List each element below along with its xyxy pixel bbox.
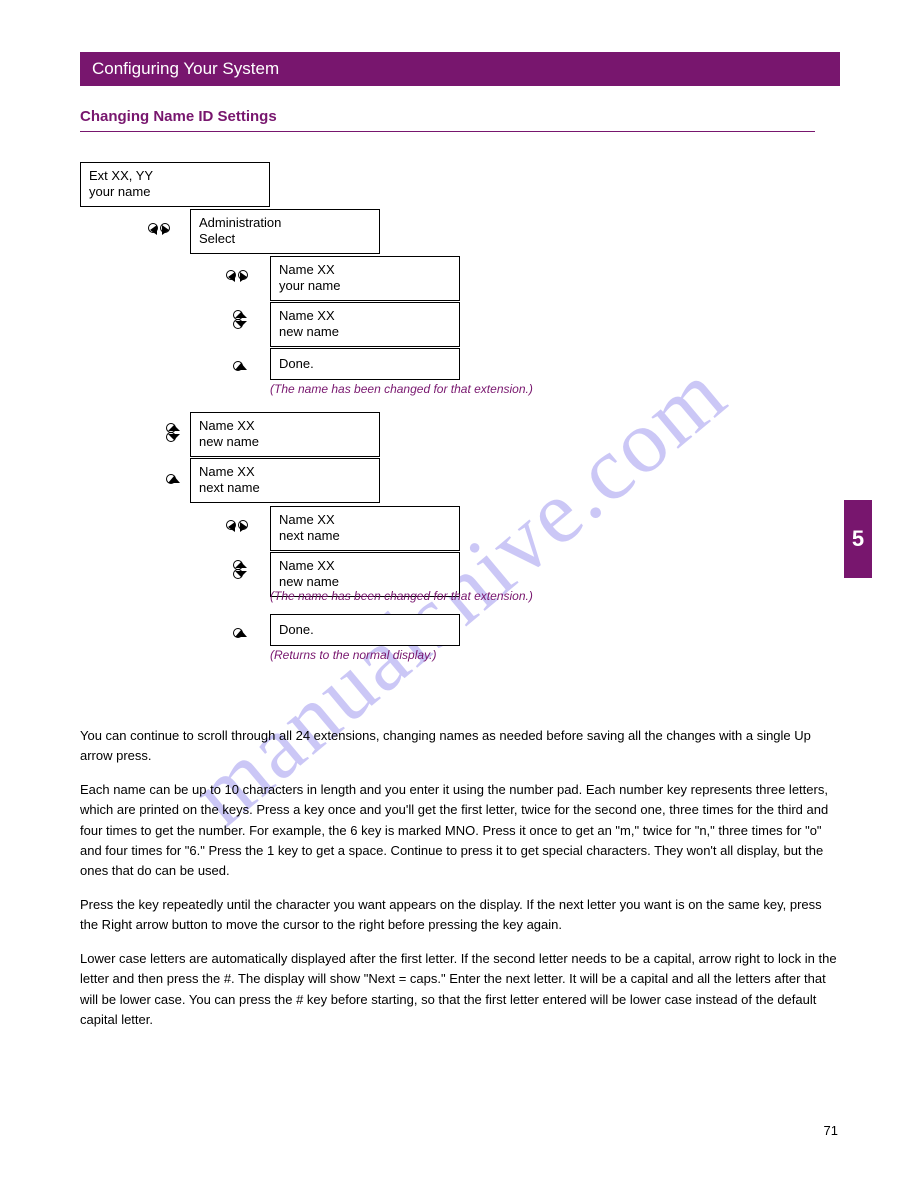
- flow-box-4-line1: Name XX: [271, 303, 459, 324]
- flow-box-2-line1: Administration: [191, 210, 379, 231]
- flow-box-1-line2: your name: [81, 184, 269, 205]
- flow-box-8-line2: next name: [271, 528, 459, 549]
- flow-box-6-line1: Name XX: [191, 413, 379, 434]
- left-right-arrow-icon: [228, 519, 252, 535]
- flowchart: Ext XX, YY your name Administration Sele…: [80, 162, 840, 702]
- flow-box-9-line1: Name XX: [271, 553, 459, 574]
- section-tab: 5: [844, 500, 872, 578]
- page-number-text: 71: [824, 1123, 838, 1138]
- page-content: Configuring Your System Changing Name ID…: [80, 52, 840, 1044]
- up-down-arrow-icon: [232, 312, 256, 328]
- flow-box-5-line1: Done.: [271, 349, 459, 379]
- header-text: Configuring Your System: [92, 59, 279, 78]
- flow-box-7-line2: next name: [191, 480, 379, 501]
- flow-caption-1: (The name has been changed for that exte…: [270, 382, 533, 396]
- left-right-arrow-icon: [150, 222, 174, 238]
- flow-box-7-line1: Name XX: [191, 459, 379, 480]
- flow-box-6-line2: new name: [191, 434, 379, 455]
- flow-box-10-line1: Done.: [271, 615, 459, 645]
- flow-caption-3: (Returns to the normal display.): [270, 648, 437, 662]
- up-arrow-icon: [232, 358, 256, 374]
- up-down-arrow-icon: [165, 425, 189, 441]
- flow-box-6: Name XX new name: [190, 412, 380, 457]
- flow-box-3: Name XX your name: [270, 256, 460, 301]
- page-number: 71: [824, 1123, 838, 1138]
- flow-box-7: Name XX next name: [190, 458, 380, 503]
- flow-box-1-line1: Ext XX, YY: [81, 163, 269, 184]
- flow-box-3-line2: your name: [271, 278, 459, 299]
- up-down-arrow-icon: [232, 562, 256, 578]
- flow-box-2-line2: Select: [191, 231, 379, 252]
- flow-box-4-line2: new name: [271, 324, 459, 345]
- left-right-arrow-icon: [228, 269, 252, 285]
- flow-caption-2: (The name has been changed for that exte…: [270, 589, 533, 603]
- flow-box-4: Name XX new name: [270, 302, 460, 347]
- flow-box-2: Administration Select: [190, 209, 380, 254]
- section-subtitle: Changing Name ID Settings: [80, 108, 815, 132]
- up-arrow-icon: [232, 625, 256, 641]
- subtitle-text: Changing Name ID Settings: [80, 108, 277, 125]
- up-arrow-icon: [165, 471, 189, 487]
- body-paragraph-2: Each name can be up to 10 characters in …: [80, 780, 840, 881]
- body-text: You can continue to scroll through all 2…: [80, 726, 840, 1030]
- section-tab-number: 5: [852, 526, 864, 551]
- flow-box-5: Done.: [270, 348, 460, 380]
- body-paragraph-3: Press the key repeatedly until the chara…: [80, 895, 840, 935]
- flow-box-3-line1: Name XX: [271, 257, 459, 278]
- body-paragraph-1: You can continue to scroll through all 2…: [80, 726, 840, 766]
- flow-box-8-line1: Name XX: [271, 507, 459, 528]
- flow-box-10: Done.: [270, 614, 460, 646]
- page-header: Configuring Your System: [80, 52, 840, 86]
- flow-box-1: Ext XX, YY your name: [80, 162, 270, 207]
- body-paragraph-4: Lower case letters are automatically dis…: [80, 949, 840, 1030]
- flow-box-8: Name XX next name: [270, 506, 460, 551]
